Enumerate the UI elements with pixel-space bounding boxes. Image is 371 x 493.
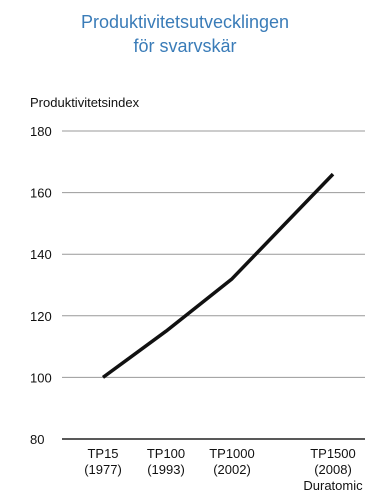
series-line [101, 172, 335, 379]
y-tick-label: 80 [30, 432, 44, 447]
chart-title-line-1: Produktivitetsutvecklingen [81, 12, 289, 32]
x-tick-label: TP1500 [310, 446, 356, 461]
series [101, 172, 335, 379]
x-tick-label: (2002) [213, 462, 251, 477]
x-tick-label: (2008) [314, 462, 352, 477]
y-tick-label: 180 [30, 124, 52, 139]
gridlines [62, 130, 365, 440]
y-tick-labels: 80 100 120 140 160 180 [30, 124, 52, 447]
y-tick-label: 100 [30, 370, 52, 385]
chart-title-line-2: för svarvskär [133, 36, 236, 56]
x-tick-labels: TP15(1977) TP100(1993) TP1000(2002) TP1500(… [84, 446, 363, 493]
y-tick-label: 120 [30, 309, 52, 324]
x-tick-label: Duratomic [303, 478, 363, 493]
x-tick-label: TP100 [147, 446, 185, 461]
y-tick-label: 140 [30, 247, 52, 262]
x-tick-label: TP15 [87, 446, 118, 461]
x-tick-label: (1993) [147, 462, 185, 477]
y-axis-label: Produktivitetsindex [30, 95, 140, 110]
x-tick-label: (1977) [84, 462, 122, 477]
x-tick-label: TP1000 [209, 446, 255, 461]
y-tick-label: 160 [30, 186, 52, 201]
